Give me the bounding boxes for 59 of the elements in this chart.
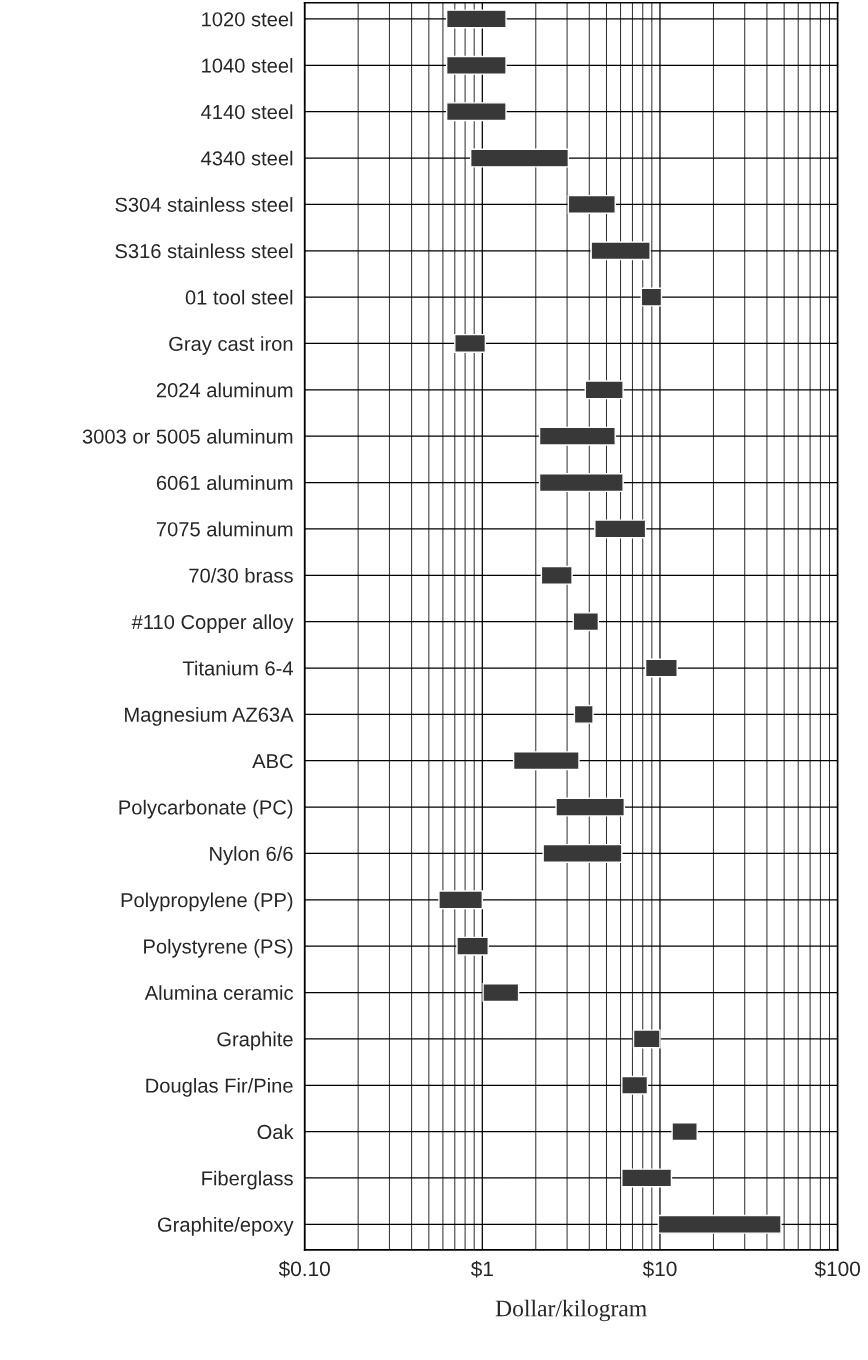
bar — [590, 241, 651, 261]
x-tick-label: $10 — [642, 1260, 677, 1278]
y-tick-label: 4340 steel — [201, 150, 293, 166]
y-tick-label: Alumina ceramic — [144, 985, 294, 1001]
bar — [621, 1168, 673, 1188]
x-tick-label: $0.10 — [278, 1260, 330, 1278]
bar — [454, 333, 487, 353]
y-tick-label: Nylon 6/6 — [210, 846, 293, 865]
y-tick-label: 6061 aluminum — [156, 475, 293, 491]
y-tick-label: 2024 aluminum — [156, 382, 293, 398]
y-tick-label: 70/30 brass — [189, 567, 293, 583]
bar — [456, 936, 489, 956]
y-tick-label: S316 stainless steel — [115, 243, 293, 259]
bar — [657, 1214, 782, 1234]
y-tick-label: 3003 or 5005 aluminum — [82, 428, 293, 444]
x-tick-label: $100 — [814, 1260, 860, 1278]
y-tick-label: ABC — [252, 753, 293, 769]
y-tick-label: 1020 steel — [202, 11, 293, 27]
bar — [438, 890, 484, 910]
bar — [445, 55, 507, 75]
y-tick-label: Gray cast iron — [169, 336, 293, 355]
bar — [640, 287, 663, 307]
bar — [555, 797, 626, 817]
y-tick-label: 7075 aluminum — [156, 521, 293, 537]
bar — [567, 194, 616, 214]
bar — [445, 102, 507, 122]
x-tick-label: $1 — [470, 1260, 493, 1278]
y-tick-label: Douglas Fir/Pine — [146, 1077, 293, 1097]
bar — [594, 519, 647, 539]
y-tick-label: Polycarbonate (PC) — [119, 799, 293, 819]
y-tick-label: 4140 steel — [201, 104, 293, 120]
bar — [512, 751, 580, 771]
y-tick-label: Titanium 6-4 — [182, 660, 293, 676]
y-tick-label: Oak — [257, 1124, 294, 1140]
bar — [572, 612, 600, 632]
y-tick-label: Magnesium AZ63A — [125, 707, 294, 726]
bar — [538, 426, 616, 446]
bar — [671, 1122, 698, 1142]
y-tick-label: Fiberglass — [202, 1170, 293, 1190]
bar — [584, 380, 624, 400]
bar — [573, 704, 594, 724]
bar — [445, 9, 507, 29]
y-tick-label: S304 stainless steel — [115, 197, 293, 212]
bar — [540, 565, 573, 585]
y-tick-label: Polypropylene (PP) — [121, 892, 293, 912]
x-axis-title: Dollar/kilogram — [495, 1299, 647, 1322]
y-tick-label: Polystyrene (PS) — [144, 938, 293, 958]
bar — [621, 1075, 649, 1095]
bar — [632, 1029, 661, 1049]
y-tick-label: #110 Copper alloy — [131, 614, 294, 634]
bar — [469, 148, 570, 168]
bar — [542, 843, 623, 863]
bar — [538, 473, 624, 493]
y-tick-label: 01 tool steel — [185, 289, 293, 305]
y-tick-label: 1040 steel — [202, 58, 293, 73]
y-tick-label: Graphite — [217, 1031, 293, 1051]
y-tick-label: Graphite/epoxy — [158, 1217, 294, 1236]
bar — [482, 983, 520, 1003]
bar — [644, 658, 678, 678]
